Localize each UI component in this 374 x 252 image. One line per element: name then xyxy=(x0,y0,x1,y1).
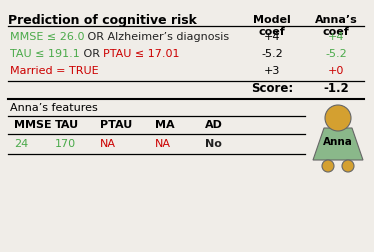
Text: Anna’s
coef: Anna’s coef xyxy=(315,15,358,37)
Text: No: No xyxy=(205,139,222,149)
Circle shape xyxy=(322,160,334,172)
Text: Married = TRUE: Married = TRUE xyxy=(10,66,99,76)
Text: MA: MA xyxy=(155,120,175,130)
Text: Model
coef: Model coef xyxy=(253,15,291,37)
Text: +4: +4 xyxy=(328,32,344,42)
Text: TAU: TAU xyxy=(55,120,79,130)
Text: MMSE ≤ 26.0: MMSE ≤ 26.0 xyxy=(10,32,85,42)
Text: NA: NA xyxy=(155,139,171,149)
Text: PTAU ≤ 17.01: PTAU ≤ 17.01 xyxy=(103,49,180,59)
Text: 170: 170 xyxy=(55,139,76,149)
Text: -5.2: -5.2 xyxy=(325,49,347,59)
Circle shape xyxy=(325,105,351,131)
Text: NA: NA xyxy=(100,139,116,149)
Text: OR Alzheimer’s diagnosis: OR Alzheimer’s diagnosis xyxy=(85,32,230,42)
Polygon shape xyxy=(313,128,363,160)
Text: Anna’s features: Anna’s features xyxy=(10,103,98,113)
Text: AD: AD xyxy=(205,120,223,130)
Text: Anna: Anna xyxy=(323,137,353,147)
Circle shape xyxy=(342,160,354,172)
Text: -5.2: -5.2 xyxy=(261,49,283,59)
Text: OR: OR xyxy=(80,49,103,59)
Text: PTAU: PTAU xyxy=(100,120,132,130)
Text: +0: +0 xyxy=(328,66,344,76)
Text: -1.2: -1.2 xyxy=(323,82,349,96)
Text: Score:: Score: xyxy=(251,82,293,96)
Text: +3: +3 xyxy=(264,66,280,76)
Text: 24: 24 xyxy=(14,139,28,149)
Text: TAU ≤ 191.1: TAU ≤ 191.1 xyxy=(10,49,80,59)
Text: Prediction of cognitive risk: Prediction of cognitive risk xyxy=(8,14,197,27)
Text: +4: +4 xyxy=(264,32,280,42)
Text: MMSE: MMSE xyxy=(14,120,52,130)
